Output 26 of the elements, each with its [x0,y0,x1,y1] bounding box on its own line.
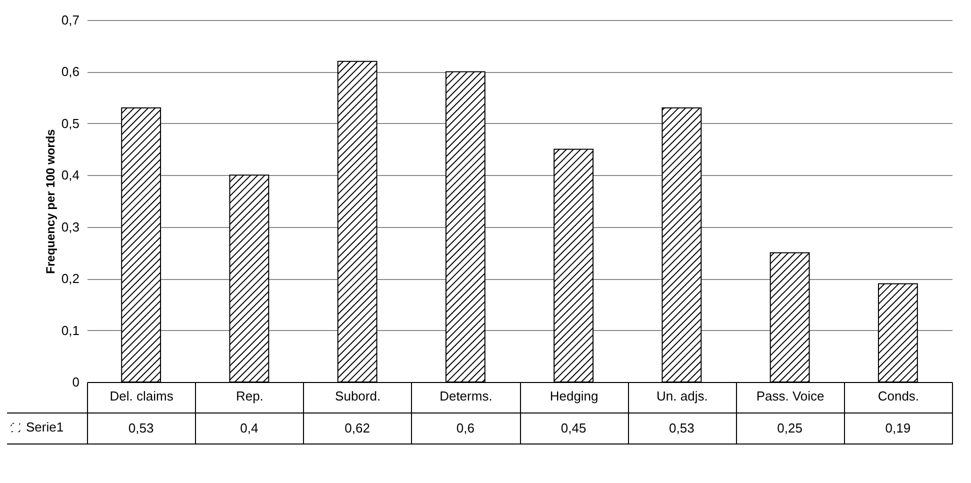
x-tick-label: Del. claims [110,388,174,404]
data-label: 0,4 [240,420,258,436]
data-label: 0,53 [128,420,154,436]
x-tick-label: Pass. Voice [756,388,824,404]
data-label: 0,25 [777,420,802,436]
y-tick-label: 0,4 [61,168,80,183]
y-tick-label: 0,6 [61,64,80,80]
x-tick-label: Rep. [236,388,264,404]
x-tick-label: Subord. [335,388,381,404]
data-label: 0,62 [344,420,370,436]
data-label: 0,53 [669,420,694,436]
x-tick-label: Un. adjs. [656,388,708,404]
data-label: 0,6 [456,420,474,436]
text: Serie1 [26,420,64,434]
y-axis-title: Frequency per 100 words [43,128,58,274]
y-tick-label: 0,7 [61,12,80,28]
x-tick-label: Determs. [440,388,492,404]
y-tick-label: 0,2 [61,271,80,286]
data-label: 0,45 [560,420,586,436]
y-tick-label: 0,1 [61,322,80,338]
y-tick-label: 0,3 [61,219,80,234]
data-label: 0,19 [885,420,911,436]
y-tick-label: 0,5 [61,116,80,131]
y-tick-label: 0 [72,374,80,390]
x-tick-label: Hedging [550,388,598,404]
x-tick-label: Conds. [878,388,920,404]
